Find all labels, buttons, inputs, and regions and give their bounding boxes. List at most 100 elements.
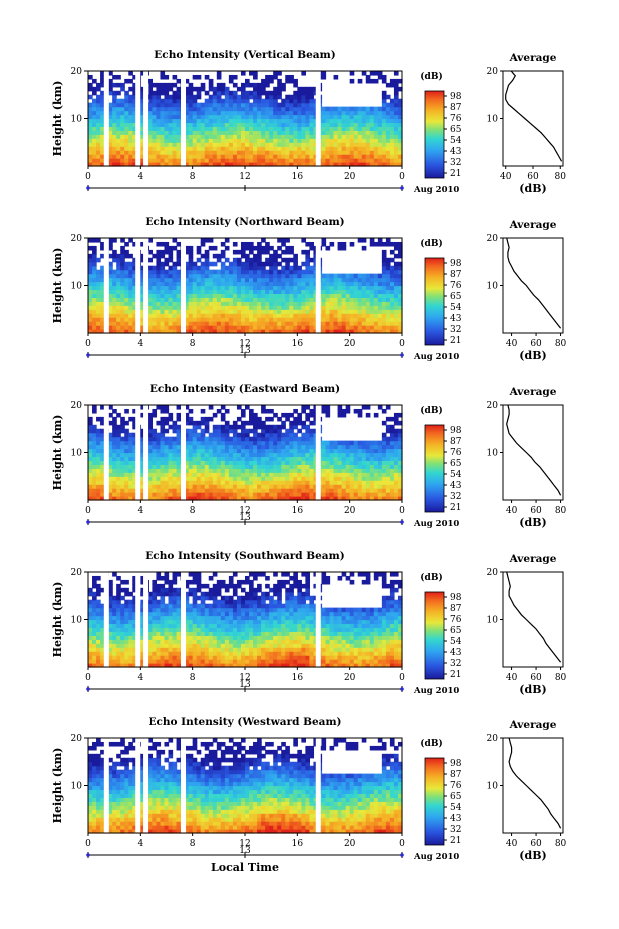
x-tick-label: 8 (190, 339, 196, 349)
average-x-tick-label: 80 (555, 839, 567, 849)
colorbar-label: 87 (450, 437, 462, 447)
average-y-tick-label: 10 (487, 282, 499, 292)
colorbar-unit: (dB) (420, 71, 442, 82)
x-tick-label: 0 (399, 339, 405, 349)
data-gap (181, 572, 187, 667)
colorbar-label: 87 (450, 103, 462, 113)
colorbar-label: 32 (450, 492, 461, 502)
panel-title: Echo Intensity (Northward Beam) (145, 216, 344, 228)
colorbar-unit: (dB) (420, 572, 442, 583)
date-axis-marker (400, 853, 404, 857)
y-tick-label: 10 (71, 282, 83, 292)
data-gap (135, 238, 141, 333)
average-y-tick-label: 10 (487, 782, 499, 792)
x-tick-label: 20 (344, 172, 356, 182)
x-tick-label: 0 (399, 839, 405, 849)
x-tick-label: 4 (137, 673, 143, 683)
colorbar-unit: (dB) (420, 238, 442, 249)
average-title: Average (509, 219, 557, 231)
x-tick-label: 12 (239, 506, 250, 516)
data-gap (143, 238, 149, 333)
colorbar-label: 98 (450, 259, 462, 269)
average-x-tick-label: 60 (530, 839, 542, 849)
data-gap (315, 572, 321, 667)
average-x-tick-label: 60 (530, 339, 542, 349)
x-tick-label: 4 (137, 339, 143, 349)
data-gap (315, 71, 321, 166)
data-gap (181, 71, 187, 166)
x-tick-label: 8 (190, 673, 196, 683)
y-tick-label: 20 (71, 734, 83, 744)
data-gap (135, 738, 141, 833)
average-x-tick-label: 60 (530, 673, 542, 683)
data-gap (135, 71, 141, 166)
y-axis-label: Height (km) (51, 81, 64, 157)
data-gap (181, 738, 187, 833)
y-tick-label: 10 (71, 616, 83, 626)
colorbar-label: 98 (450, 92, 462, 102)
average-title: Average (509, 719, 557, 731)
data-gap (181, 238, 187, 333)
data-gap (103, 738, 109, 833)
colorbar (424, 424, 445, 513)
y-tick-label: 10 (71, 449, 83, 459)
average-y-tick-label: 20 (487, 67, 499, 77)
data-gap (135, 405, 141, 500)
average-x-tick-label: 40 (506, 506, 518, 516)
x-tick-label: 16 (292, 839, 304, 849)
colorbar-label: 65 (450, 125, 462, 135)
x-tick-label: 4 (137, 172, 143, 182)
average-y-tick-label: 10 (487, 115, 499, 125)
data-gap (143, 405, 149, 500)
x-tick-label: 20 (344, 339, 356, 349)
colorbar-label: 21 (450, 836, 461, 846)
colorbar-label: 87 (450, 770, 462, 780)
colorbar-label: 54 (450, 303, 462, 313)
average-x-tick-label: 40 (506, 839, 518, 849)
data-gap (315, 405, 321, 500)
colorbar-label: 43 (450, 314, 462, 324)
x-tick-label: 8 (190, 506, 196, 516)
data-gap (315, 738, 321, 833)
colorbar-unit: (dB) (420, 738, 442, 749)
x-tick-label: 4 (137, 506, 143, 516)
y-axis-label: Height (km) (51, 248, 64, 324)
colorbar-label: 54 (450, 470, 462, 480)
average-profile-line (505, 70, 563, 162)
panel-3: Echo Intensity (Eastward Beam) 10 20 Height… (51, 383, 567, 529)
colorbar-label: 76 (450, 281, 462, 291)
average-x-tick-label: 60 (527, 172, 539, 182)
colorbar-label: 65 (450, 459, 462, 469)
date-axis-marker (400, 520, 404, 524)
data-gap (181, 405, 187, 500)
x-tick-label: 0 (399, 172, 405, 182)
colorbar-label: 43 (450, 814, 462, 824)
x-tick-label: 0 (85, 172, 91, 182)
date-axis-marker (86, 687, 90, 691)
x-axis-label: Local Time (211, 861, 279, 874)
date-axis-marker (86, 853, 90, 857)
date-axis-marker (400, 186, 404, 190)
panel-5: Echo Intensity (Westward Beam) 10 20 Height… (51, 716, 567, 874)
colorbar (424, 591, 445, 680)
average-y-tick-label: 20 (487, 401, 499, 411)
colorbar-label: 43 (450, 648, 462, 658)
colorbar-label: 32 (450, 825, 461, 835)
colorbar-label: 98 (450, 593, 462, 603)
data-gap (143, 572, 149, 667)
date-label: Aug 2010 (413, 852, 459, 862)
colorbar (424, 90, 445, 179)
date-label: Aug 2010 (413, 519, 459, 529)
x-tick-label: 4 (137, 839, 143, 849)
x-tick-label: 16 (292, 506, 304, 516)
average-profile-line (506, 404, 562, 496)
colorbar-label: 76 (450, 781, 462, 791)
colorbar-label: 65 (450, 292, 462, 302)
average-x-label: (dB) (519, 683, 546, 696)
colorbar-label: 98 (450, 426, 462, 436)
y-tick-label: 20 (71, 568, 83, 578)
average-x-tick-label: 60 (530, 506, 542, 516)
colorbar-label: 98 (450, 759, 462, 769)
colorbar-label: 21 (450, 336, 461, 346)
x-tick-label: 0 (85, 506, 91, 516)
